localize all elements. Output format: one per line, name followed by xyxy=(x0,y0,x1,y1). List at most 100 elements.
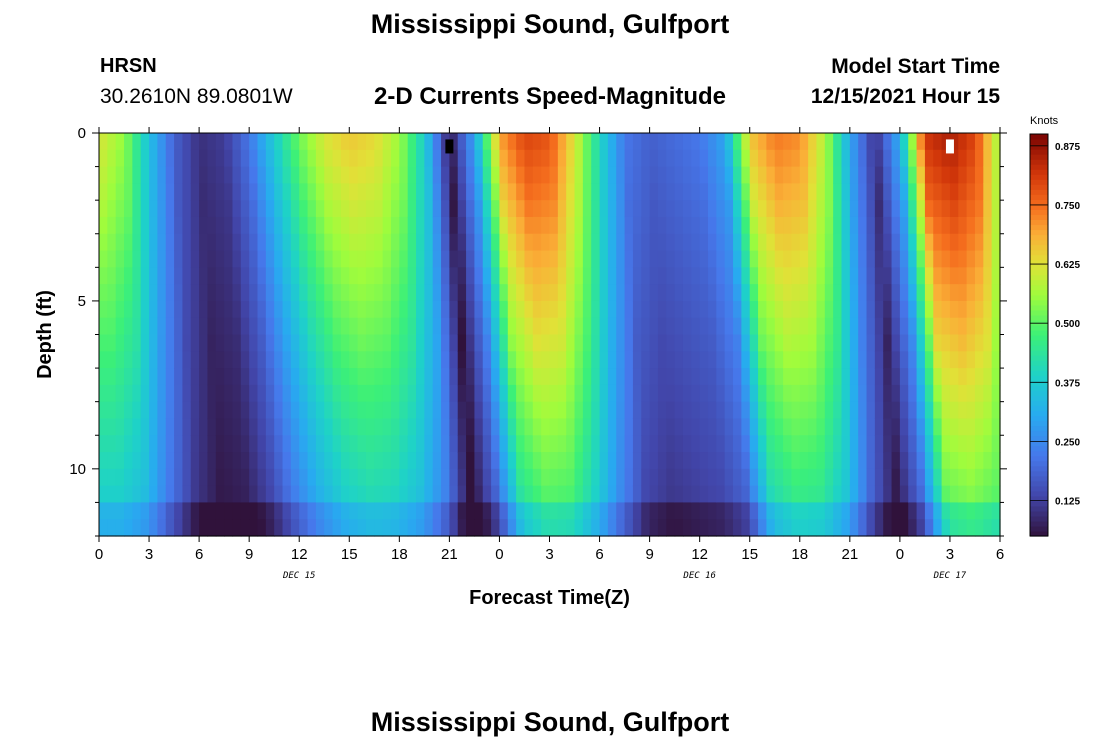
heatmap-cell xyxy=(866,133,876,151)
heatmap-cell xyxy=(407,300,417,319)
heatmap-cell xyxy=(632,334,642,352)
heatmap-cell xyxy=(841,284,851,302)
heatmap-cell xyxy=(908,368,918,386)
heatmap-cell xyxy=(549,200,559,218)
heatmap-cell xyxy=(365,468,375,487)
heatmap-cell xyxy=(916,317,926,336)
heatmap-cell xyxy=(557,368,567,386)
heatmap-cell xyxy=(132,334,142,352)
heatmap-cell xyxy=(399,435,409,453)
heatmap-cell xyxy=(432,351,442,369)
heatmap-cell xyxy=(474,368,484,386)
x-tick-label: 15 xyxy=(741,546,758,563)
heatmap-cell xyxy=(649,502,659,520)
heatmap-cell xyxy=(582,368,592,386)
heatmap-cell xyxy=(783,317,793,336)
heatmap-cell xyxy=(474,267,484,285)
heatmap-cell xyxy=(624,300,634,319)
heatmap-cell xyxy=(949,401,959,420)
colorbar-segment xyxy=(1030,259,1048,266)
heatmap-cell xyxy=(849,216,859,235)
heatmap-cell xyxy=(582,317,592,336)
heatmap-cell xyxy=(507,401,517,420)
heatmap-cell xyxy=(390,317,400,336)
heatmap-cell xyxy=(190,200,200,218)
heatmap-cell xyxy=(357,435,367,453)
heatmap-cell xyxy=(249,384,259,403)
heatmap-cell xyxy=(165,334,175,352)
heatmap-cell xyxy=(666,200,676,218)
heatmap-cell xyxy=(632,351,642,369)
heatmap-cell xyxy=(816,401,826,420)
heatmap-cell xyxy=(324,267,334,285)
heatmap-cell xyxy=(883,250,893,268)
heatmap-cell xyxy=(824,502,834,520)
heatmap-cell xyxy=(674,216,684,235)
heatmap-cell xyxy=(541,401,551,420)
heatmap-cell xyxy=(115,418,125,436)
heatmap-cell xyxy=(749,183,759,201)
heatmap-cell xyxy=(240,502,250,520)
heatmap-cell xyxy=(566,166,576,184)
heatmap-cell xyxy=(157,435,167,453)
heatmap-cell xyxy=(349,317,359,336)
heatmap-cell xyxy=(724,200,734,218)
heatmap-cell xyxy=(774,149,784,168)
heatmap-cell xyxy=(365,250,375,268)
heatmap-cell xyxy=(507,468,517,487)
colorbar-tick-label: 0.250 xyxy=(1055,437,1080,448)
heatmap-cell xyxy=(858,233,868,252)
x-tick-label: 3 xyxy=(946,546,954,563)
heatmap-cells xyxy=(99,133,1001,537)
colorbar-segment xyxy=(1030,199,1048,205)
heatmap-cell xyxy=(182,435,192,453)
heatmap-cell xyxy=(290,452,300,470)
heatmap-cell xyxy=(841,435,851,453)
heatmap-cell xyxy=(891,384,901,403)
heatmap-cell xyxy=(833,300,843,319)
heatmap-cell xyxy=(265,200,275,218)
colorbar-segment xyxy=(1030,530,1048,537)
heatmap-cell xyxy=(157,200,167,218)
heatmap-cell xyxy=(107,149,117,168)
heatmap-cell xyxy=(332,418,342,436)
heatmap-cell xyxy=(307,317,317,336)
heatmap-cell xyxy=(140,200,150,218)
heatmap-cell xyxy=(365,519,375,537)
heatmap-cell xyxy=(457,368,467,386)
heatmap-cell xyxy=(607,166,617,184)
heatmap-cell xyxy=(933,133,943,151)
heatmap-cell xyxy=(833,519,843,537)
heatmap-cell xyxy=(499,166,509,184)
heatmap-cell xyxy=(916,418,926,436)
heatmap-cell xyxy=(833,468,843,487)
colorbar-segment xyxy=(1030,134,1048,140)
heatmap-cell xyxy=(766,384,776,403)
heatmap-cell xyxy=(891,452,901,470)
heatmap-cell xyxy=(390,384,400,403)
heatmap-cell xyxy=(424,183,434,201)
heatmap-cell xyxy=(99,368,108,386)
colorbar-segment xyxy=(1030,194,1048,200)
heatmap-cell xyxy=(949,250,959,268)
heatmap-cell xyxy=(949,468,959,487)
heatmap-cell xyxy=(899,267,909,285)
heatmap-cell xyxy=(124,334,133,352)
heatmap-cell xyxy=(557,418,567,436)
heatmap-cell xyxy=(783,149,793,168)
heatmap-cell xyxy=(340,216,350,235)
heatmap-cell xyxy=(783,351,793,369)
heatmap-cell xyxy=(624,418,634,436)
heatmap-cell xyxy=(958,334,968,352)
heatmap-cell xyxy=(165,216,175,235)
heatmap-cell xyxy=(924,233,934,252)
heatmap-cell xyxy=(441,233,450,252)
heatmap-cell xyxy=(541,418,551,436)
colorbar-segment xyxy=(1030,475,1048,482)
heatmap-cell xyxy=(232,418,242,436)
heatmap-cell xyxy=(599,166,609,184)
heatmap-cell xyxy=(132,284,142,302)
heatmap-cell xyxy=(265,418,275,436)
heatmap-cell xyxy=(649,133,659,151)
heatmap-cell xyxy=(482,368,492,386)
